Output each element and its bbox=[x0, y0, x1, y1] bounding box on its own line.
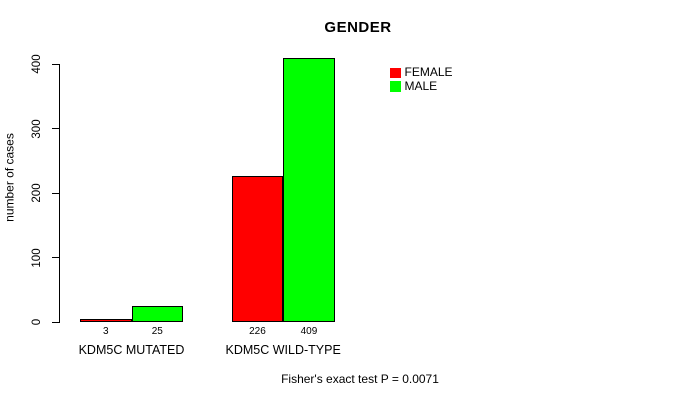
y-tick-label: 300 bbox=[31, 118, 43, 139]
stat-test-annotation: Fisher's exact test P = 0.0071 bbox=[281, 372, 439, 386]
y-tick-mark bbox=[52, 257, 59, 258]
bar-male-1 bbox=[131, 305, 183, 322]
bar-value-label: 226 bbox=[249, 326, 266, 337]
y-tick-mark bbox=[52, 63, 59, 65]
legend-label-female: FEMALE bbox=[404, 65, 453, 80]
bar-value-label: 3 bbox=[102, 326, 109, 337]
y-tick-label: 100 bbox=[31, 247, 43, 268]
y-tick-label: 0 bbox=[31, 318, 43, 326]
legend-label-male: MALE bbox=[404, 78, 438, 93]
y-tick-mark bbox=[52, 321, 59, 323]
y-tick-label: 200 bbox=[31, 183, 43, 203]
category-label: KDM5C WILD-TYPE bbox=[225, 343, 341, 357]
male-color-swatch bbox=[390, 81, 401, 92]
y-axis-line bbox=[59, 64, 60, 323]
bar-value-label: 25 bbox=[151, 326, 163, 337]
bar-female-2 bbox=[231, 176, 284, 322]
category-label: KDM5C MUTATED bbox=[78, 343, 185, 357]
y-tick-label: 400 bbox=[31, 54, 43, 74]
y-tick-mark bbox=[52, 128, 59, 129]
bar-female-1 bbox=[80, 319, 132, 322]
legend: FEMALE MALE bbox=[390, 66, 453, 93]
y-tick-mark bbox=[52, 192, 59, 194]
legend-entry-female: FEMALE bbox=[390, 66, 453, 80]
bar-male-2 bbox=[283, 58, 335, 322]
female-color-swatch bbox=[390, 67, 401, 78]
chart-title: GENDER bbox=[324, 19, 392, 36]
legend-entry-male: MALE bbox=[390, 78, 453, 94]
bar-value-label: 409 bbox=[300, 326, 318, 337]
